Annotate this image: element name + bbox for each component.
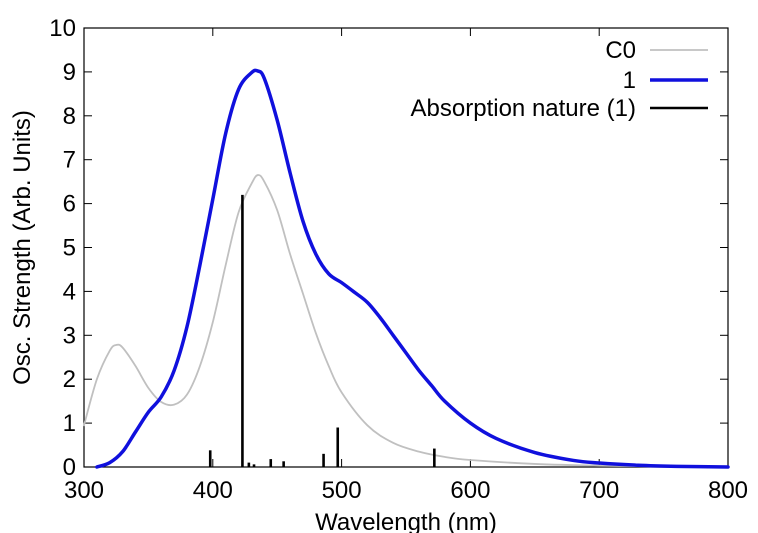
x-tick-label: 700	[579, 477, 619, 504]
x-tick-label: 400	[193, 477, 233, 504]
y-tick-label: 9	[63, 59, 76, 86]
legend: C0 1 Absorption nature (1)	[411, 37, 708, 122]
y-axis-title: Osc. Strength (Arb. Units)	[9, 110, 36, 385]
series-line-compound-1	[95, 68, 730, 469]
y-tick-label: 8	[63, 103, 76, 130]
legend-label-absorption: Absorption nature (1)	[411, 95, 636, 122]
tick-group: 300 400 500 600 700 800 0 1 2 3 4 5 6 7 8 9 10	[49, 15, 748, 504]
x-axis-title: Wavelength (nm)	[315, 509, 497, 533]
x-tick-label: 600	[450, 477, 490, 504]
y-tick-label: 5	[63, 235, 76, 262]
legend-label-1: 1	[623, 67, 636, 94]
series-lines	[83, 68, 730, 469]
y-tick-label: 3	[63, 322, 76, 349]
x-tick-label: 800	[708, 477, 748, 504]
y-tick-label: 1	[63, 410, 76, 437]
series-line-c0	[83, 174, 729, 468]
x-tick-label: 500	[322, 477, 362, 504]
x-tick-label: 300	[64, 477, 104, 504]
y-tick-label: 0	[63, 454, 76, 481]
y-tick-label: 2	[63, 366, 76, 393]
y-tick-label: 4	[63, 278, 76, 305]
y-tick-label: 6	[63, 191, 76, 218]
y-tick-label: 10	[49, 15, 76, 42]
y-tick-label: 7	[63, 147, 76, 174]
legend-label-c0: C0	[605, 37, 636, 64]
stick-group	[208, 194, 436, 467]
